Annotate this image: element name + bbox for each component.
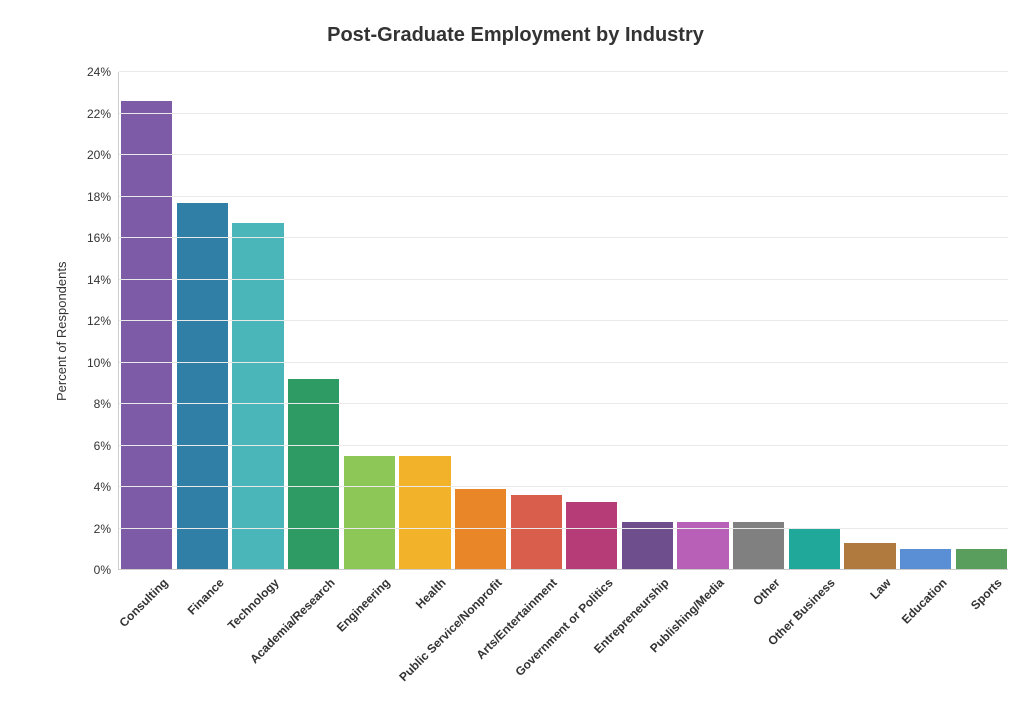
y-tick-label: 6% — [94, 439, 119, 453]
y-axis-label: Percent of Respondents — [54, 262, 69, 401]
y-tick-label: 0% — [94, 563, 119, 577]
gridline — [119, 71, 1008, 72]
y-tick-label: 18% — [87, 190, 119, 204]
bar — [677, 522, 728, 570]
gridline — [119, 403, 1008, 404]
y-tick-label: 14% — [87, 273, 119, 287]
bar — [455, 489, 506, 570]
gridline — [119, 362, 1008, 363]
bar — [844, 543, 895, 570]
gridline — [119, 154, 1008, 155]
gridline — [119, 320, 1008, 321]
bar — [399, 456, 450, 570]
gridline — [119, 486, 1008, 487]
chart-title: Post-Graduate Employment by Industry — [0, 24, 1031, 47]
bar — [177, 203, 228, 570]
y-tick-label: 12% — [87, 314, 119, 328]
y-tick-label: 4% — [94, 480, 119, 494]
bar — [733, 522, 784, 570]
y-tick-label: 8% — [94, 397, 119, 411]
bar — [121, 101, 172, 570]
bar — [232, 223, 283, 570]
y-tick-label: 2% — [94, 522, 119, 536]
bar — [956, 549, 1007, 570]
bar — [566, 502, 617, 570]
gridline — [119, 113, 1008, 114]
gridline — [119, 237, 1008, 238]
gridline — [119, 196, 1008, 197]
bar — [900, 549, 951, 570]
gridline — [119, 445, 1008, 446]
y-tick-label: 16% — [87, 231, 119, 245]
y-tick-label: 24% — [87, 65, 119, 79]
y-tick-label: 20% — [87, 148, 119, 162]
bar — [288, 379, 339, 570]
bar — [344, 456, 395, 570]
bars-layer — [119, 72, 1008, 570]
bar — [622, 522, 673, 570]
y-tick-label: 10% — [87, 356, 119, 370]
bar — [789, 529, 840, 571]
chart-container: Post-Graduate Employment by Industry Per… — [0, 0, 1031, 718]
gridline — [119, 279, 1008, 280]
gridline — [119, 528, 1008, 529]
x-axis-line — [119, 569, 1008, 570]
y-tick-label: 22% — [87, 107, 119, 121]
plot-area: 0%2%4%6%8%10%12%14%16%18%20%22%24%Consul… — [118, 72, 1008, 570]
bar — [511, 495, 562, 570]
